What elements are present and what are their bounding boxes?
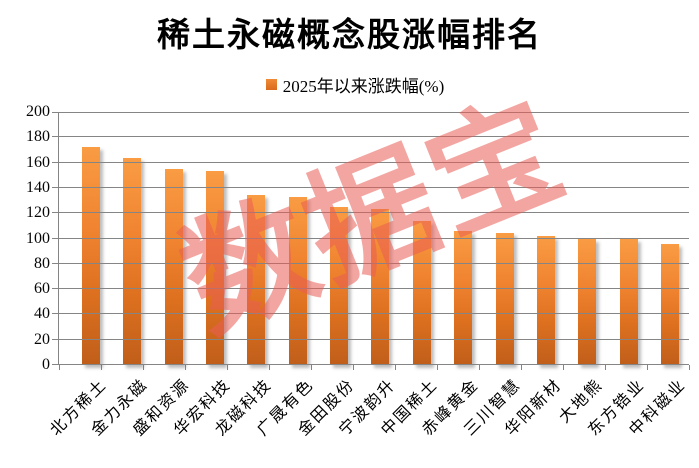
bar xyxy=(164,169,183,365)
plot-area xyxy=(52,112,690,370)
x-axis-tick xyxy=(101,365,102,370)
y-axis-label: 60 xyxy=(34,280,50,298)
x-axis-tick xyxy=(689,365,690,370)
bar xyxy=(288,197,307,365)
y-axis-label: 120 xyxy=(26,204,50,222)
bar xyxy=(578,239,597,365)
legend-swatch-icon xyxy=(265,79,277,90)
x-axis-tick xyxy=(647,365,648,370)
gridline xyxy=(52,238,689,239)
gridline xyxy=(52,288,689,289)
bar xyxy=(206,171,225,365)
y-axis-label: 160 xyxy=(26,153,50,171)
y-axis-label: 40 xyxy=(34,305,50,323)
x-axis-tick xyxy=(269,365,270,370)
bar xyxy=(454,231,473,365)
y-axis-label: 20 xyxy=(34,330,50,348)
bar xyxy=(660,244,679,365)
y-axis-label: 200 xyxy=(26,103,50,120)
gridline xyxy=(52,313,689,314)
gridline xyxy=(52,263,689,264)
x-axis-tick xyxy=(479,365,480,370)
y-axis-label: 180 xyxy=(26,128,50,146)
legend: 2025年以来涨跌幅(%) xyxy=(0,72,699,97)
legend-label: 2025年以来涨跌幅(%) xyxy=(282,77,445,96)
gridline xyxy=(52,136,689,137)
bar xyxy=(495,233,514,365)
gridline xyxy=(52,212,689,213)
x-axis-tick xyxy=(185,365,186,370)
bar xyxy=(330,207,349,365)
y-axis-label: 100 xyxy=(26,229,50,247)
x-axis-tick xyxy=(59,365,60,370)
x-axis-tick xyxy=(311,365,312,370)
gridline xyxy=(52,112,689,113)
x-axis-tick xyxy=(353,365,354,370)
bar xyxy=(536,236,555,365)
bar xyxy=(371,209,390,365)
gridline xyxy=(52,364,689,365)
y-axis-label: 140 xyxy=(26,178,50,196)
bar xyxy=(247,195,266,365)
y-axis-label: 0 xyxy=(42,356,50,373)
x-axis-tick xyxy=(143,365,144,370)
bar xyxy=(82,147,100,365)
x-axis-tick xyxy=(227,365,228,370)
x-axis-tick xyxy=(395,365,396,370)
gridline xyxy=(52,162,689,163)
gridline xyxy=(52,187,689,188)
x-axis-tick xyxy=(563,365,564,370)
x-axis-tick xyxy=(437,365,438,370)
x-axis-tick xyxy=(521,365,522,370)
chart-title: 稀土永磁概念股涨幅排名 xyxy=(157,18,542,54)
gridline xyxy=(52,339,689,340)
y-axis-label: 80 xyxy=(34,254,50,272)
bar xyxy=(123,158,142,365)
bar xyxy=(412,221,431,365)
x-axis-tick xyxy=(605,365,606,370)
bar xyxy=(619,239,638,365)
